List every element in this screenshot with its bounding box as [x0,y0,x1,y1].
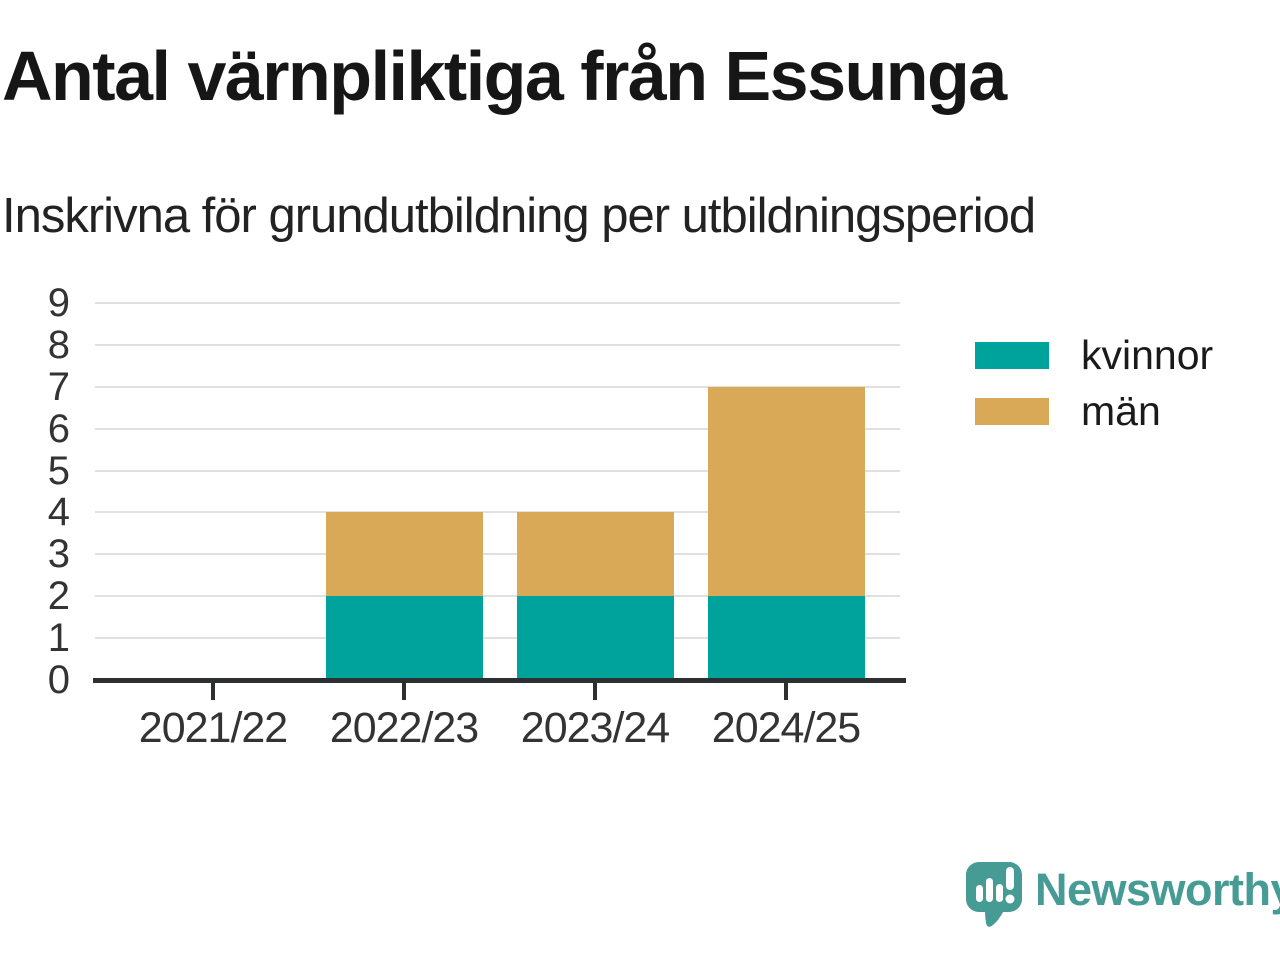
x-axis-line [93,678,906,683]
legend: kvinnor män [975,332,1213,454]
y-axis-tick-label: 9 [47,281,70,325]
y-axis-tick-label: 1 [47,616,70,661]
y-axis-tick-label: 2 [47,574,70,619]
y-axis-tick-label: 5 [47,448,70,493]
x-axis-tick [402,683,406,700]
chart-subtitle: Inskrivna för grundutbildning per utbild… [2,189,1036,243]
newsworthy-logo-text: Newsworthy [1035,864,1280,915]
x-axis-tick-label: 2023/24 [520,704,670,752]
gridline [95,343,900,346]
y-axis-tick-label: 4 [47,490,70,535]
x-axis-tick [211,683,215,700]
y-axis-tick-label: 3 [47,532,70,577]
legend-item-kvinnor: kvinnor [975,332,1213,378]
y-axis-tick-label: 0 [47,658,70,702]
legend-swatch-kvinnor [975,342,1049,369]
gridline [95,385,900,388]
newsworthy-logo: Newsworthy [966,862,1280,930]
bar-segment-män [325,512,483,597]
x-axis-tick-label: 2021/22 [138,704,288,752]
gridline [95,427,900,430]
y-axis-tick-label: 7 [47,364,70,409]
x-axis-tick-label: 2022/23 [329,704,479,752]
bar-segment-män [707,386,865,597]
gridline [95,469,900,472]
legend-swatch-man [975,398,1049,425]
y-axis-tick-label: 8 [47,322,70,367]
gridline [95,637,900,640]
gridline [95,553,900,556]
chart-title: Antal värnpliktiga från Essunga [2,37,1007,115]
bar-segment-män [516,512,674,597]
legend-item-man: män [975,388,1213,434]
gridline [95,595,900,598]
gridline [95,302,900,304]
legend-label-kvinnor: kvinnor [1081,332,1214,378]
x-axis-tick-label: 2024/25 [711,704,861,752]
bar-chart-bubble-icon [966,862,1022,927]
legend-label-man: män [1081,388,1161,434]
bar-segment-kvinnor [516,596,674,680]
x-axis-tick [784,683,788,700]
bar-segment-kvinnor [325,596,483,680]
bar-segment-kvinnor [707,596,865,680]
gridline [95,511,900,514]
y-axis-tick-label: 6 [47,406,70,451]
x-axis-tick [593,683,597,700]
